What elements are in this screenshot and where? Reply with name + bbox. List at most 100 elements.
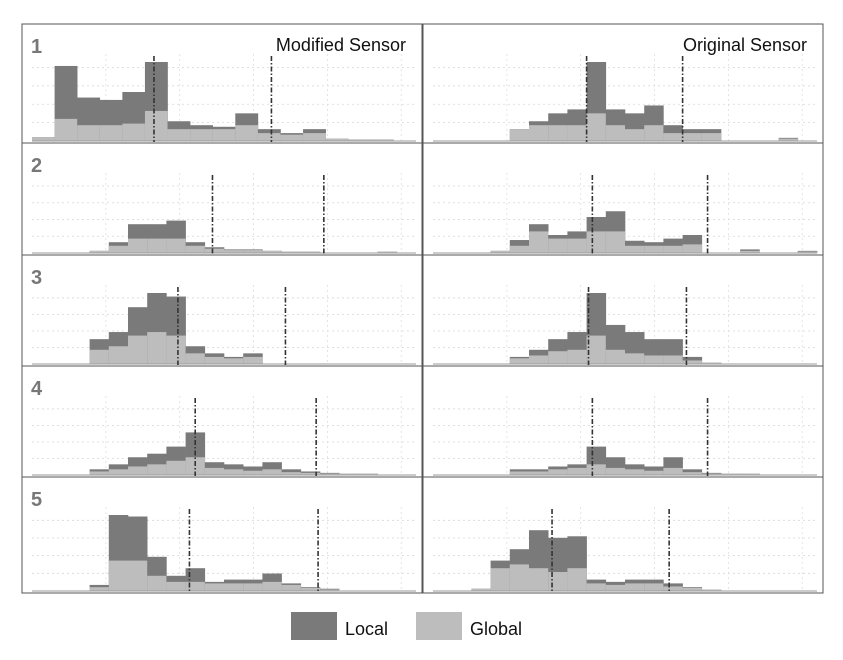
bar-global bbox=[300, 251, 321, 253]
row-label: 1 bbox=[31, 36, 42, 58]
bar-global bbox=[128, 238, 148, 253]
bar-global bbox=[204, 248, 225, 253]
bar-global bbox=[108, 560, 129, 591]
panel-frame bbox=[21, 365, 423, 478]
panel-row3-modified: 3 bbox=[21, 254, 423, 367]
row-label: 3 bbox=[31, 267, 42, 289]
panel-row1-original: Original Sensor bbox=[422, 23, 824, 144]
panels-group: 1 Modified Sensor Original Sensor 2 3 4 5 bbox=[21, 23, 824, 594]
bar-global bbox=[663, 467, 683, 475]
bar-global bbox=[605, 349, 626, 364]
bar-global bbox=[625, 583, 645, 591]
bar-global bbox=[224, 250, 244, 253]
bar-global bbox=[682, 133, 703, 141]
bar-global bbox=[185, 457, 206, 475]
panel-frame bbox=[21, 142, 423, 256]
bar-global bbox=[303, 133, 326, 141]
bar-global bbox=[509, 245, 530, 253]
bar-global bbox=[644, 245, 664, 253]
bar-global bbox=[262, 469, 282, 475]
bar-global bbox=[99, 125, 123, 141]
bar-global bbox=[625, 469, 645, 475]
panel-row1-modified: 1 Modified Sensor bbox=[21, 23, 423, 144]
bar-global bbox=[108, 245, 129, 253]
bar-global bbox=[185, 581, 206, 591]
bar-global bbox=[721, 473, 741, 475]
bar-global bbox=[509, 129, 530, 141]
bar-global bbox=[257, 133, 281, 141]
bar-global bbox=[740, 250, 760, 253]
bar-global bbox=[586, 583, 607, 591]
bar-global bbox=[586, 231, 607, 253]
bar-global bbox=[625, 353, 645, 364]
bar-global bbox=[262, 250, 282, 253]
bar-global bbox=[567, 238, 587, 253]
bar-global bbox=[243, 356, 263, 364]
bar-global bbox=[235, 125, 259, 141]
bar-global bbox=[701, 133, 722, 141]
panel-row2-original bbox=[422, 142, 824, 256]
bar-global bbox=[144, 110, 168, 141]
row-label: 2 bbox=[31, 155, 42, 177]
bar-global bbox=[377, 251, 398, 253]
bar-global bbox=[224, 358, 244, 364]
panel-frame bbox=[21, 254, 423, 367]
panel-row3-original bbox=[422, 254, 824, 367]
bar-global bbox=[529, 568, 549, 591]
bar-global bbox=[605, 584, 626, 591]
bar-global bbox=[358, 473, 378, 475]
bar-global bbox=[147, 332, 167, 364]
bar-global bbox=[682, 360, 703, 364]
bar-global bbox=[325, 138, 349, 141]
bar-global bbox=[190, 129, 214, 141]
bar-global bbox=[644, 125, 664, 141]
bar-global bbox=[204, 356, 225, 364]
bar-global bbox=[147, 464, 167, 475]
bar-global bbox=[243, 583, 263, 591]
bar-global bbox=[586, 335, 607, 364]
bar-global bbox=[682, 587, 703, 591]
bar-global bbox=[567, 467, 587, 475]
bar-global bbox=[166, 335, 186, 364]
bar-global bbox=[701, 473, 722, 475]
legend-label-local: Local bbox=[345, 619, 388, 639]
bar-global bbox=[529, 355, 549, 364]
bar-global bbox=[586, 113, 607, 141]
bar-global bbox=[147, 238, 167, 253]
bar-global bbox=[108, 469, 129, 475]
bar-global bbox=[644, 583, 664, 591]
bar-global bbox=[108, 346, 129, 364]
bar-global bbox=[166, 460, 186, 475]
bar-global bbox=[529, 231, 549, 253]
bar-global bbox=[586, 464, 607, 475]
bar-global bbox=[605, 467, 626, 475]
bar-global bbox=[348, 139, 372, 141]
bar-global bbox=[682, 472, 703, 475]
bar-global bbox=[663, 133, 683, 141]
bar-global bbox=[567, 568, 587, 591]
bar-global bbox=[122, 123, 146, 141]
bar-global bbox=[644, 355, 664, 364]
bar-global bbox=[548, 125, 568, 141]
panel-row4-modified: 4 bbox=[21, 365, 423, 478]
legend-swatch-global bbox=[416, 612, 462, 640]
bar-global bbox=[509, 564, 530, 591]
legend-swatch-local bbox=[291, 612, 337, 640]
bar-global bbox=[166, 581, 186, 591]
bar-global bbox=[370, 139, 394, 141]
bar-global bbox=[605, 125, 626, 141]
bar-global bbox=[509, 358, 530, 364]
bar-global bbox=[32, 137, 55, 141]
row-label: 4 bbox=[31, 378, 43, 400]
bar-global bbox=[212, 129, 236, 141]
bar-global bbox=[797, 251, 818, 253]
bar-global bbox=[320, 473, 340, 475]
bar-global bbox=[185, 353, 206, 364]
bar-global bbox=[509, 471, 530, 475]
bar-global bbox=[567, 349, 587, 364]
bar-global bbox=[281, 472, 302, 475]
bar-global bbox=[128, 466, 148, 475]
bar-global bbox=[663, 586, 683, 591]
bar-global bbox=[77, 125, 101, 141]
